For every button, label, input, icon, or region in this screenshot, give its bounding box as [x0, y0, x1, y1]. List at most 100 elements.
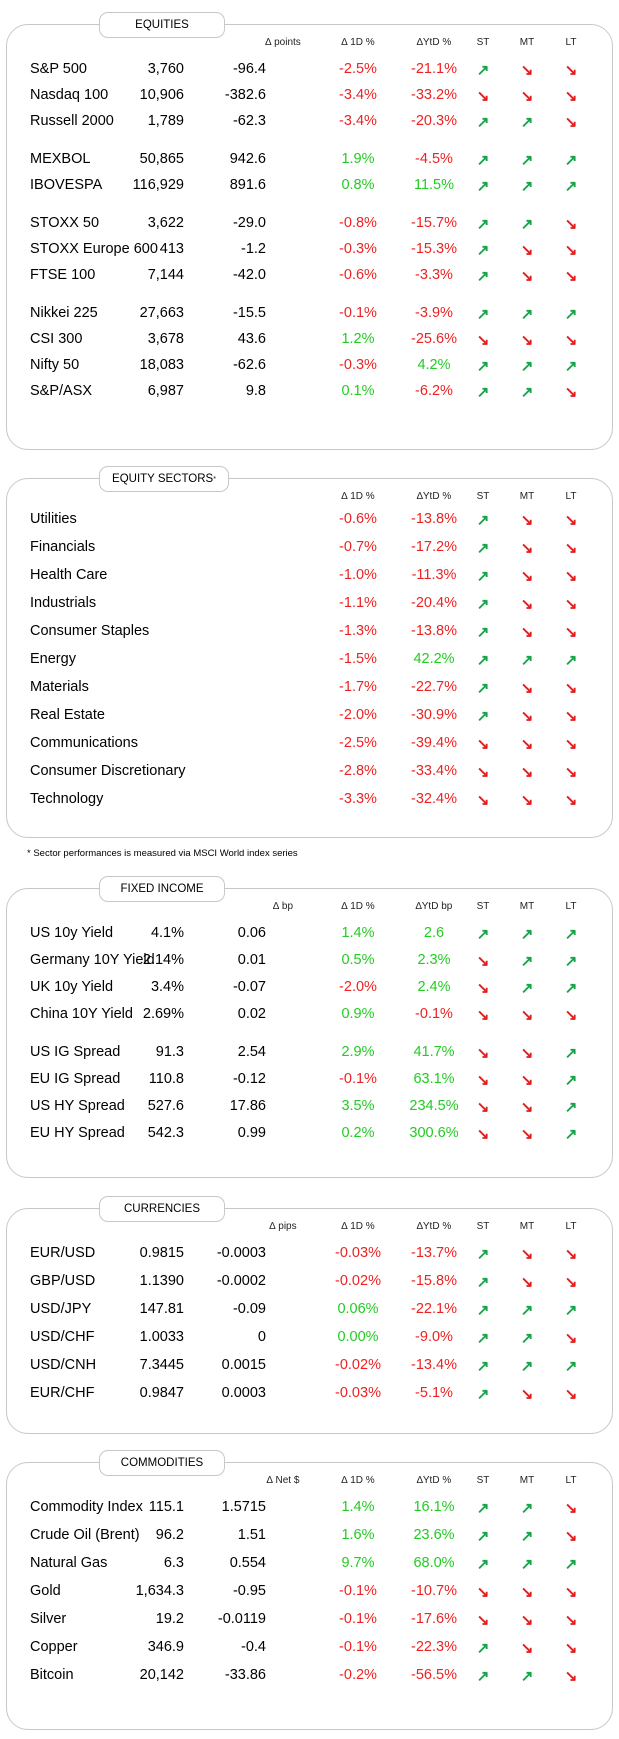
row-change-1d: -1.1% [339, 595, 377, 611]
arrow-up-right-icon: ↗ [476, 926, 490, 943]
row-name: STOXX 50 [30, 215, 100, 231]
row-name: EU IG Spread [30, 1071, 121, 1087]
arrow-up-right-icon: ↗ [476, 624, 490, 641]
row-change-ytd: 4.2% [417, 357, 451, 373]
arrow-up-right-icon: ↗ [476, 178, 490, 195]
arrow-down-right-icon: ↘ [520, 708, 534, 725]
table-row: Real Estate -2.0% -30.9% ↗ ↘ ↘ [7, 707, 612, 727]
sectors-panel: EQUITY SECTORS * ∆ 1D % ∆YtD % ST MT LT U… [6, 466, 613, 838]
arrow-up-right-icon: ↗ [476, 1330, 490, 1347]
sectors-footnote: * Sector performances is measured via MS… [27, 848, 298, 859]
row-change-1d: -2.0% [339, 707, 377, 723]
row-change-ytd: -6.2% [415, 383, 453, 399]
arrow-down-right-icon: ↘ [564, 624, 578, 641]
arrow-up-right-icon: ↗ [476, 242, 490, 259]
table-row: Materials -1.7% -22.7% ↗ ↘ ↘ [7, 679, 612, 699]
row-value: 0.9815 [139, 1245, 184, 1261]
sectors-title: EQUITY SECTORS * [99, 466, 229, 492]
row-change: -0.12 [232, 1071, 266, 1087]
header-delta: ∆ Net $ [266, 1475, 300, 1486]
row-value: 116,929 [132, 177, 184, 193]
arrow-up-right-icon: ↗ [476, 114, 490, 131]
row-name: Technology [30, 791, 104, 807]
header-mt: MT [519, 1221, 535, 1232]
table-row: Utilities -0.6% -13.8% ↗ ↘ ↘ [7, 511, 612, 531]
arrow-down-right-icon: ↘ [520, 1126, 534, 1143]
arrow-down-right-icon: ↘ [564, 62, 578, 79]
table-row: IBOVESPA 116,929 891.6 0.8% 11.5% ↗ ↗ ↗ [7, 177, 612, 197]
arrow-up-right-icon: ↗ [520, 1528, 534, 1545]
row-change-1d: 2.9% [341, 1044, 375, 1060]
row-change: 17.86 [229, 1098, 266, 1114]
table-row: MEXBOL 50,865 942.6 1.9% -4.5% ↗ ↗ ↗ [7, 151, 612, 171]
arrow-down-right-icon: ↘ [564, 332, 578, 349]
arrow-up-right-icon: ↗ [564, 1358, 578, 1375]
row-change: -15.5 [232, 305, 266, 321]
row-change-ytd: -17.6% [411, 1611, 457, 1627]
arrow-down-right-icon: ↘ [476, 736, 490, 753]
row-value: 0.9847 [139, 1385, 184, 1401]
currencies-title: CURRENCIES [99, 1196, 225, 1222]
table-row: US 10y Yield 4.1% 0.06 1.4% 2.6 ↗ ↗ ↗ [7, 925, 612, 945]
arrow-down-right-icon: ↘ [520, 624, 534, 641]
arrow-up-right-icon: ↗ [564, 178, 578, 195]
header-st: ST [476, 1221, 490, 1232]
row-value: 18,083 [139, 357, 184, 373]
row-change-ytd: -13.8% [411, 623, 457, 639]
row-name: IBOVESPA [30, 177, 103, 193]
arrow-up-right-icon: ↗ [476, 216, 490, 233]
arrow-up-right-icon: ↗ [564, 306, 578, 323]
header-ytd: ∆YtD % [416, 1221, 452, 1232]
arrow-down-right-icon: ↘ [520, 1246, 534, 1263]
arrow-up-right-icon: ↗ [476, 1500, 490, 1517]
row-value: 3,760 [147, 61, 184, 77]
header-1d: ∆ 1D % [341, 491, 375, 502]
row-name: Nifty 50 [30, 357, 80, 373]
row-change: -0.95 [232, 1583, 266, 1599]
row-change: 1.51 [237, 1527, 266, 1543]
row-name: US 10y Yield [30, 925, 114, 941]
row-value: 50,865 [139, 151, 184, 167]
row-change-ytd: -32.4% [411, 791, 457, 807]
arrow-down-right-icon: ↘ [564, 1612, 578, 1629]
table-row: S&P/ASX 6,987 9.8 0.1% -6.2% ↗ ↗ ↘ [7, 383, 612, 403]
header-delta: ∆ bp [272, 901, 294, 912]
table-row: Natural Gas 6.3 0.554 9.7% 68.0% ↗ ↗ ↗ [7, 1555, 612, 1575]
arrow-up-right-icon: ↗ [564, 980, 578, 997]
arrow-down-right-icon: ↘ [520, 792, 534, 809]
arrow-down-right-icon: ↘ [476, 980, 490, 997]
header-lt: LT [565, 1475, 577, 1486]
table-row: Health Care -1.0% -11.3% ↗ ↘ ↘ [7, 567, 612, 587]
table-row: USD/CHF 1.0033 0 0.00% -9.0% ↗ ↗ ↘ [7, 1329, 612, 1349]
row-name: Communications [30, 735, 138, 751]
row-value: 2.14% [142, 952, 184, 968]
arrow-down-right-icon: ↘ [520, 680, 534, 697]
row-value: 346.9 [147, 1639, 184, 1655]
arrow-down-right-icon: ↘ [520, 1640, 534, 1657]
row-name: S&P 500 [30, 61, 87, 77]
arrow-up-right-icon: ↗ [476, 568, 490, 585]
row-value: 10,906 [139, 87, 184, 103]
arrow-up-right-icon: ↗ [520, 1358, 534, 1375]
row-change-ytd: -20.4% [411, 595, 457, 611]
arrow-down-right-icon: ↘ [520, 512, 534, 529]
row-change: -62.6 [232, 357, 266, 373]
row-change-1d: -1.5% [339, 651, 377, 667]
row-change-ytd: 2.3% [417, 952, 451, 968]
arrow-down-right-icon: ↘ [564, 708, 578, 725]
row-change-1d: -0.7% [339, 539, 377, 555]
row-name: Energy [30, 651, 76, 667]
equities-header: ∆ points ∆ 1D % ∆YtD % ST MT LT [7, 37, 612, 51]
arrow-up-right-icon: ↗ [476, 1386, 490, 1403]
row-change-ytd: -22.3% [411, 1639, 457, 1655]
arrow-down-right-icon: ↘ [476, 88, 490, 105]
row-change-ytd: -56.5% [411, 1667, 457, 1683]
header-1d: ∆ 1D % [341, 1221, 375, 1232]
arrow-down-right-icon: ↘ [564, 568, 578, 585]
sectors-title-mark: * [213, 475, 216, 483]
arrow-up-right-icon: ↗ [520, 384, 534, 401]
row-change-ytd: -13.8% [411, 511, 457, 527]
arrow-down-right-icon: ↘ [476, 792, 490, 809]
arrow-up-right-icon: ↗ [476, 596, 490, 613]
arrow-down-right-icon: ↘ [564, 114, 578, 131]
